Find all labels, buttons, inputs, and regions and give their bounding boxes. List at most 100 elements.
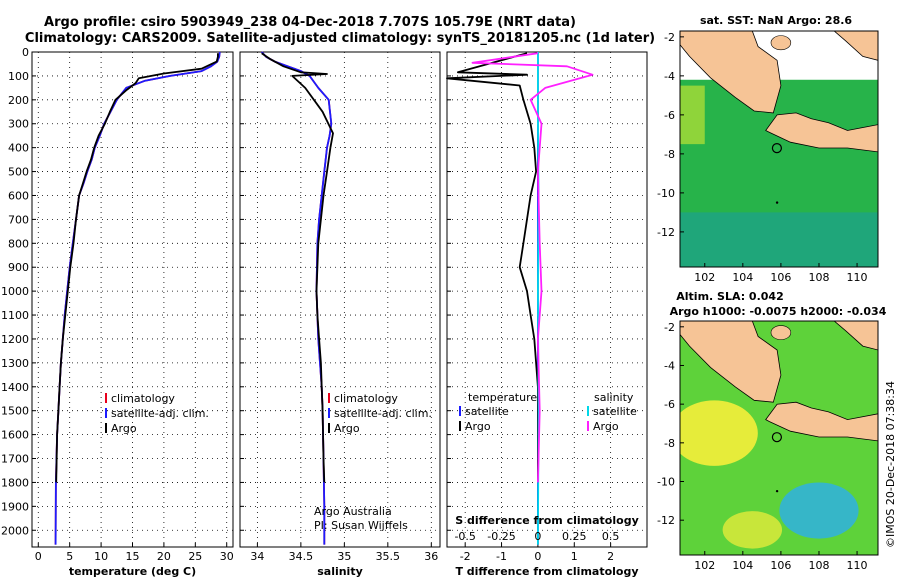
salinity-note-line: Argo Australia [314, 505, 392, 518]
sst-map-cocos-dot [775, 201, 779, 204]
salinity-xtick-label: 36 [424, 550, 438, 563]
difference-frame [446, 51, 648, 548]
depth-tick-label: 1500 [1, 405, 29, 418]
diff-legend-label: Argo [465, 420, 491, 433]
sst-map-xtick-label: 108 [808, 271, 829, 284]
temperature-xtick-label: 0 [35, 550, 42, 563]
map-top-title: sat. SST: NaN Argo: 28.6 [700, 14, 852, 27]
diff-legend-salinity-heading: salinity [594, 391, 634, 404]
sla-map-ytick-label: -12 [657, 514, 675, 527]
sst-map-ytick-label: -8 [664, 148, 675, 161]
difference-s-tick-label: 0.25 [562, 530, 587, 543]
difference-xlabel: T difference from climatology [455, 565, 638, 578]
sla-map-ytick-label: -8 [664, 437, 675, 450]
diff-legend-temperature-heading: temperature [468, 391, 537, 404]
depth-tick-label: 1100 [1, 309, 29, 322]
temperature-xtick-label: 10 [94, 550, 108, 563]
depth-tick-label: 1700 [1, 453, 29, 466]
depth-tick-label: 1200 [1, 333, 29, 346]
salinity-xtick-label: 35.5 [376, 550, 401, 563]
temperature-xtick-label: 25 [188, 550, 202, 563]
sst-map-ytick-label: -2 [664, 31, 675, 44]
sla-map-panel: 102 104 106 108 110 -2 -4 -6 -8 -10 -12 [657, 320, 879, 572]
sla-map-xtick-label: 102 [694, 559, 715, 572]
sla-map-borneo-land [833, 321, 878, 351]
sst-map-ytick-label: -4 [664, 70, 675, 83]
sla-map-ytick-label: -2 [664, 321, 675, 334]
legend-label: satellite-adj. clim. [111, 407, 209, 420]
sst-map-xtick-label: 104 [732, 271, 753, 284]
legend-label: satellite-adj. clim. [334, 407, 432, 420]
sla-map-java-land [765, 401, 878, 442]
sst-map-xtick-label: 110 [847, 271, 868, 284]
depth-tick-label: 2000 [1, 524, 29, 537]
sla-map-bangka-land [770, 325, 792, 340]
sst-map-xtick-label: 102 [694, 271, 715, 284]
legend-label: Argo [334, 422, 360, 435]
diff-legend-label: satellite [593, 405, 637, 418]
salinity-series-line [261, 52, 334, 483]
depth-tick-label: 500 [8, 166, 29, 179]
sla-map-cocos-dot [775, 489, 779, 493]
sst-map-sumatra-land [680, 31, 782, 114]
depth-tick-label: 100 [8, 70, 29, 83]
salinity-xlabel: salinity [317, 565, 363, 578]
sla-map-ytick-label: -10 [657, 476, 675, 489]
sla-map-ytick-label: -6 [664, 398, 675, 411]
sla-map-frame [679, 320, 879, 556]
depth-tick-label: 1400 [1, 381, 29, 394]
difference-s-tick-label: 0.5 [602, 530, 620, 543]
salinity-xtick-label: 34.5 [289, 550, 314, 563]
difference-s-tick-label: 0 [534, 530, 541, 543]
credit-text: ©IMOS 20-Dec-2018 07:38:34 [884, 381, 897, 548]
sst-map-frame [679, 30, 879, 268]
temperature-xtick-label: 20 [157, 550, 171, 563]
salinity-xtick-label: 35 [337, 550, 351, 563]
sst-map-borneo-land [833, 31, 878, 61]
sla-map-xtick-label: 106 [770, 559, 791, 572]
sla-map-ytick-label: -4 [664, 359, 675, 372]
salinity-panel: 34 34.5 35 35.5 36 salinity climatology satelli… [239, 51, 441, 578]
temperature-panel: 0 5 10 15 20 25 30 temperature (deg C) climatolo… [31, 51, 234, 578]
depth-tick-label: 800 [8, 237, 29, 250]
depth-tick-label: 900 [8, 261, 29, 274]
depth-tick-label: 200 [8, 94, 29, 107]
depth-tick-label: 300 [8, 118, 29, 131]
depth-tick-label: 1300 [1, 357, 29, 370]
depth-tick-label: 1900 [1, 500, 29, 513]
difference-xtick-label: 0 [534, 550, 541, 563]
depth-tick-label: 700 [8, 213, 29, 226]
depth-tick-label: 1000 [1, 285, 29, 298]
difference-s-tick-label: -0.25 [487, 530, 515, 543]
legend-label: Argo [111, 422, 137, 435]
difference-s-tick-label: -0.5 [454, 530, 475, 543]
sst-map-panel: 102 104 106 108 110 -2 -4 -6 -8 -10 -12 [657, 30, 879, 284]
salinity-note-line: PI: Susan Wijffels [314, 519, 408, 532]
difference-series-line [471, 52, 594, 483]
sla-map-content [680, 321, 878, 555]
depth-tick-label: 1600 [1, 429, 29, 442]
sst-map-ytick-label: -10 [657, 187, 675, 200]
sla-map-sla-mid [722, 511, 783, 549]
diff-legend-label: Argo [593, 420, 619, 433]
figure-title-line2: Climatology: CARS2009. Satellite-adjuste… [25, 31, 655, 46]
sst-map-content [680, 31, 878, 267]
temperature-xtick-label: 30 [220, 550, 234, 563]
depth-tick-label: 0 [22, 46, 29, 59]
sst-map-ocean-south [680, 212, 878, 267]
depth-tick-label: 600 [8, 189, 29, 202]
difference-x2label: S difference from climatology [455, 514, 639, 527]
difference-xtick-label: 1 [571, 550, 578, 563]
difference-series-line [446, 52, 539, 483]
salinity-frame [239, 51, 441, 548]
diff-legend-label: satellite [465, 405, 509, 418]
sst-map-java-land [765, 112, 878, 153]
temperature-xlabel: temperature (deg C) [69, 565, 196, 578]
depth-tick-label: 1800 [1, 476, 29, 489]
temperature-xtick-label: 5 [66, 550, 73, 563]
map-bottom-title2: Argo h1000: -0.0075 h2000: -0.034 [670, 305, 887, 318]
sst-map-ytick-label: -12 [657, 226, 675, 239]
sla-map-float-marker [771, 432, 783, 443]
legend-label: climatology [334, 392, 398, 405]
